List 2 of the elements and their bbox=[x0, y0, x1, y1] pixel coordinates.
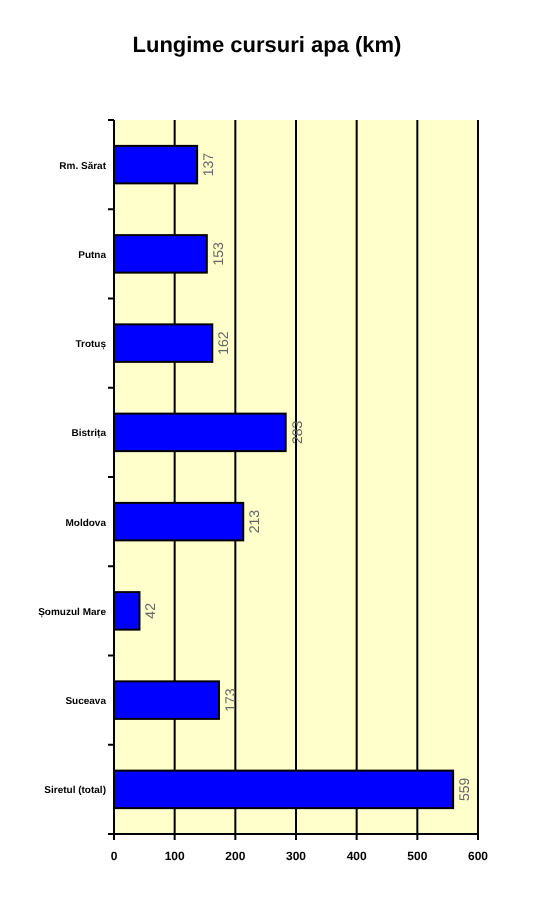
bar bbox=[113, 591, 141, 631]
chart-title: Lungime cursuri apa (km) bbox=[132, 34, 403, 58]
